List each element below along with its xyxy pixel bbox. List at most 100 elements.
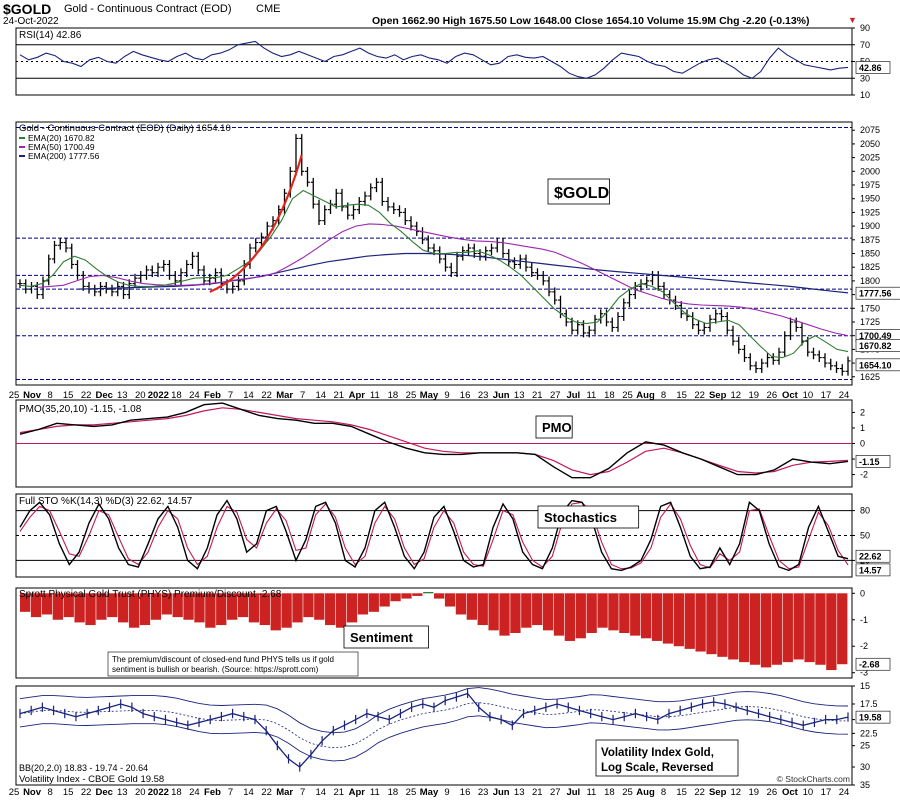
x-axis-label-bottom-42: 26	[767, 787, 778, 798]
price-bar	[719, 309, 724, 321]
price-bar	[57, 238, 63, 250]
x-axis-label-bottom-25: 16	[460, 787, 471, 798]
price-bar	[759, 358, 765, 373]
price-bar	[770, 353, 776, 365]
x-axis-label-bottom-43: Oct	[782, 787, 799, 798]
x-axis-label-top-46: 24	[839, 390, 850, 401]
x-axis-label-top-12: 7	[228, 390, 233, 401]
x-axis-label-top-0: 25	[9, 390, 20, 401]
price-bar	[552, 287, 558, 305]
price-bar	[310, 177, 316, 209]
price-bar	[839, 364, 845, 376]
sentiment-bar	[804, 593, 815, 663]
sentiment-bar	[401, 593, 412, 599]
price-right-label-0-box	[855, 286, 900, 300]
sentiment-bar	[63, 593, 74, 618]
price-bar	[425, 235, 431, 253]
sent-value-label: -2.68	[859, 660, 880, 670]
sentiment-bar	[706, 593, 717, 655]
x-axis-label-bottom-12: 7	[228, 787, 233, 798]
x-axis-label-top-8: 2022	[148, 390, 169, 401]
sto-watermark: Stochastics	[544, 510, 617, 525]
price-bar	[155, 262, 161, 278]
x-axis-label-top-5: Dec	[95, 390, 112, 401]
price-bar	[811, 347, 816, 360]
x-axis-label-bottom-35: Aug	[636, 787, 655, 798]
price-bar	[845, 356, 851, 376]
symbol-label: $GOLD	[3, 1, 52, 17]
price-bar	[713, 309, 719, 324]
price-bar	[351, 205, 356, 220]
price-legend-2: EMA(200) 1777.56	[28, 151, 100, 161]
down-arrow-icon: ▼	[848, 15, 857, 25]
x-axis-label-top-42: 26	[767, 390, 778, 401]
sentiment-bar	[346, 593, 358, 623]
sentiment-bar	[728, 593, 739, 660]
x-axis-label-bottom-23: May	[420, 787, 439, 798]
y-tick-label-sent-1: -1	[860, 615, 868, 625]
sentiment-bar	[292, 593, 303, 623]
price-bar	[696, 320, 701, 335]
x-axis-label-top-41: 19	[748, 390, 759, 401]
x-axis-label-bottom-4: 22	[81, 787, 92, 798]
price-bar	[448, 262, 454, 278]
sto-watermark-box	[537, 505, 640, 529]
red-trend-arc	[209, 154, 303, 293]
x-axis-label-top-13: 14	[243, 390, 254, 401]
rsi-title: RSI(14) 42.86	[19, 30, 82, 41]
sentiment-bar	[608, 593, 619, 631]
pmo-watermark-box	[535, 415, 573, 439]
price-bar	[184, 260, 190, 278]
sentiment-bar	[771, 593, 783, 665]
price-bar	[195, 251, 201, 275]
price-bar	[121, 281, 126, 299]
x-axis-label-bottom-34: 25	[622, 787, 633, 798]
price-bar	[230, 281, 236, 294]
price-bar	[305, 166, 310, 187]
x-axis-label-bottom-27: Jun	[493, 787, 510, 798]
exchange-label: CME	[256, 3, 281, 15]
sentiment-bar	[172, 593, 183, 618]
sto-k-line	[19, 499, 849, 572]
y-tick-label-price-9: 1850	[860, 249, 880, 259]
rsi-value-label-box	[855, 61, 891, 74]
x-axis-label-top-15: Mar	[276, 390, 293, 401]
x-axis-label-top-25: 16	[460, 390, 471, 401]
x-axis-label-top-26: 23	[478, 390, 489, 401]
price-bar	[506, 249, 512, 267]
y-tick-label-pmo-2: 0	[860, 439, 865, 449]
x-axis-label-top-43: Oct	[782, 390, 799, 401]
y-tick-label-vix-5: 30	[860, 762, 870, 772]
sentiment-bar	[107, 593, 118, 618]
x-axis-label-top-45: 17	[821, 390, 832, 401]
x-axis-label-bottom-8: 2022	[148, 787, 169, 798]
price-watermark: $GOLD	[554, 185, 609, 202]
price-bar	[742, 345, 747, 362]
x-axis-label-top-23: May	[420, 390, 439, 401]
x-axis-label-top-2: 8	[47, 390, 52, 401]
x-axis-label-top-32: 11	[586, 390, 596, 401]
x-axis-label-bottom-46: 24	[839, 787, 850, 798]
price-title: Gold - Continuous Contract (EOD) (Daily)…	[19, 123, 231, 134]
sentiment-bar	[619, 593, 630, 633]
sentiment-bar	[74, 593, 85, 623]
y-tick-label-price-8: 1875	[860, 235, 880, 245]
sentiment-bar	[314, 593, 325, 620]
sentiment-bar	[630, 593, 641, 636]
y-tick-label-price-0: 2075	[860, 125, 880, 135]
x-axis-label-bottom-18: 21	[333, 787, 344, 798]
x-axis-label-top-19: Apr	[349, 390, 366, 401]
price-bar	[316, 199, 322, 226]
y-tick-label-rsi-3: 30	[860, 73, 870, 83]
sent-note-line-2: sentiment is bullish or bearish. (Source…	[112, 665, 319, 674]
sentiment-bar	[270, 593, 281, 631]
price-right-label-1: 1700.49	[859, 331, 892, 341]
price-bar	[753, 361, 759, 373]
price-bar	[747, 353, 753, 371]
price-bar	[368, 183, 374, 201]
x-axis-label-bottom-1: Nov	[23, 787, 42, 798]
sentiment-bar	[739, 593, 750, 663]
x-axis-label-top-4: 22	[81, 390, 92, 401]
x-axis-label-bottom-22: 25	[406, 787, 417, 798]
price-bar	[540, 271, 546, 286]
